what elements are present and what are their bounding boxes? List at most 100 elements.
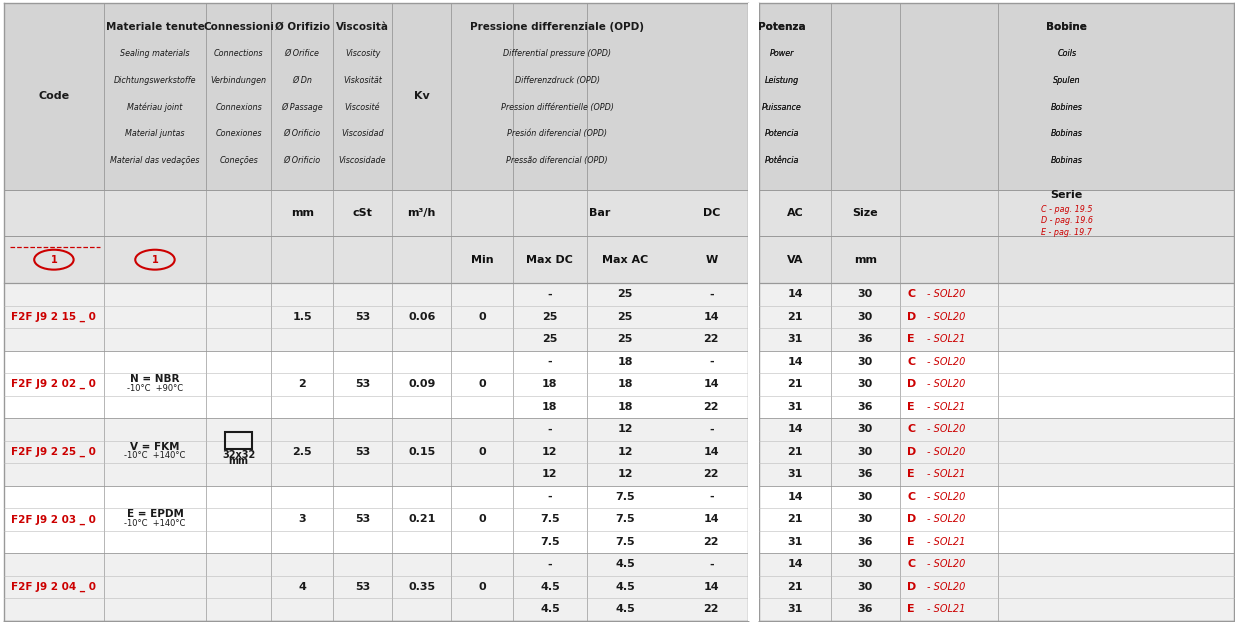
Text: Conexiones: Conexiones (215, 129, 262, 138)
Text: 4.5: 4.5 (615, 582, 635, 592)
Text: Min: Min (471, 254, 494, 265)
Text: Ø Orifizio: Ø Orifizio (274, 22, 330, 32)
Text: 12: 12 (542, 447, 558, 457)
Text: V = FKM: V = FKM (130, 442, 180, 452)
Bar (760, 3, 1234, 190)
Text: Leistung: Leistung (764, 76, 799, 85)
Text: 18: 18 (542, 379, 558, 389)
Text: Potencia: Potencia (764, 129, 799, 138)
Text: Serie: Serie (1051, 190, 1083, 200)
Text: E: E (908, 470, 915, 480)
Text: F2F J9 2 04 _ 0: F2F J9 2 04 _ 0 (11, 582, 96, 592)
Text: 14: 14 (787, 559, 803, 570)
Text: Puissance: Puissance (762, 103, 802, 111)
Text: 0.09: 0.09 (408, 379, 436, 389)
Text: -: - (547, 289, 552, 299)
Text: - SOL20: - SOL20 (927, 379, 966, 389)
Text: Dichtungswerkstoffe: Dichtungswerkstoffe (114, 76, 196, 85)
Text: Bobinas: Bobinas (1051, 129, 1083, 138)
Text: 36: 36 (857, 402, 873, 412)
Text: Coils: Coils (1057, 49, 1077, 58)
Text: Bobinas: Bobinas (1051, 156, 1083, 165)
Text: - SOL20: - SOL20 (927, 559, 966, 570)
Text: 7.5: 7.5 (615, 492, 635, 502)
Text: Pressão diferencial (OPD): Pressão diferencial (OPD) (506, 156, 608, 165)
Text: C: C (908, 357, 915, 367)
Text: 32x32: 32x32 (222, 450, 256, 460)
Text: Verbindungen: Verbindungen (211, 76, 267, 85)
Text: Viscosidade: Viscosidade (338, 156, 387, 165)
Text: Pressione differenziale (OPD): Pressione differenziale (OPD) (471, 22, 645, 32)
Text: 25: 25 (618, 289, 632, 299)
Text: 7.5: 7.5 (540, 537, 559, 547)
Text: 36: 36 (857, 605, 873, 615)
Text: 30: 30 (858, 312, 873, 322)
Text: 30: 30 (858, 424, 873, 434)
Text: Bobine: Bobine (1046, 22, 1087, 32)
Text: E: E (908, 605, 915, 615)
Text: 14: 14 (704, 582, 719, 592)
Text: 36: 36 (857, 537, 873, 547)
Text: 14: 14 (704, 447, 719, 457)
Bar (760, 236, 1234, 283)
Text: Connessioni: Connessioni (204, 22, 274, 32)
Text: - SOL20: - SOL20 (927, 447, 966, 457)
Text: mm: mm (290, 208, 314, 218)
Text: 0.06: 0.06 (408, 312, 436, 322)
Text: 0: 0 (478, 312, 485, 322)
Text: 7.5: 7.5 (540, 514, 559, 524)
Text: Max AC: Max AC (601, 254, 648, 265)
Text: W: W (705, 254, 718, 265)
Text: 25: 25 (542, 334, 557, 345)
Text: 25: 25 (618, 312, 632, 322)
Text: Bar: Bar (589, 208, 610, 218)
Text: E: E (908, 537, 915, 547)
Bar (760, 553, 1234, 621)
Text: -10°C  +90°C: -10°C +90°C (127, 384, 183, 393)
Text: D: D (908, 447, 916, 457)
Text: Potenza: Potenza (758, 22, 805, 32)
Text: 22: 22 (704, 470, 719, 480)
Text: E - pag. 19.7: E - pag. 19.7 (1041, 228, 1092, 237)
Bar (760, 190, 1234, 236)
Bar (4, 236, 748, 283)
Text: 30: 30 (858, 582, 873, 592)
Text: Spulen: Spulen (1053, 76, 1081, 85)
Text: 3: 3 (299, 514, 306, 524)
Text: 22: 22 (704, 334, 719, 345)
Text: mm: mm (853, 254, 877, 265)
Text: 14: 14 (787, 424, 803, 434)
Text: C: C (908, 559, 915, 570)
Text: 1: 1 (152, 254, 158, 265)
Text: -: - (547, 424, 552, 434)
Text: 4.5: 4.5 (540, 605, 559, 615)
Text: 31: 31 (788, 334, 803, 345)
Text: C: C (908, 424, 915, 434)
Text: -: - (709, 559, 714, 570)
Text: 4.5: 4.5 (615, 605, 635, 615)
Text: 21: 21 (788, 447, 803, 457)
Text: 18: 18 (618, 402, 632, 412)
Text: - SOL21: - SOL21 (927, 537, 966, 547)
Text: 18: 18 (618, 379, 632, 389)
Text: VA: VA (787, 254, 803, 265)
Text: 31: 31 (788, 402, 803, 412)
Text: E: E (908, 402, 915, 412)
Text: 0.35: 0.35 (409, 582, 435, 592)
Text: 30: 30 (858, 289, 873, 299)
Text: Kv: Kv (414, 91, 430, 101)
Text: Connections: Connections (214, 49, 263, 58)
Text: -: - (709, 492, 714, 502)
Bar (4, 418, 748, 486)
Text: 4.5: 4.5 (615, 559, 635, 570)
Text: m³/h: m³/h (408, 208, 436, 218)
Text: 0: 0 (478, 582, 485, 592)
Text: Viscosidad: Viscosidad (341, 129, 384, 138)
Text: 31: 31 (788, 605, 803, 615)
Bar (4, 3, 748, 190)
Text: 0: 0 (478, 379, 485, 389)
Bar (760, 486, 1234, 553)
Text: 7.5: 7.5 (615, 514, 635, 524)
Text: 22: 22 (704, 537, 719, 547)
Bar (760, 283, 1234, 351)
